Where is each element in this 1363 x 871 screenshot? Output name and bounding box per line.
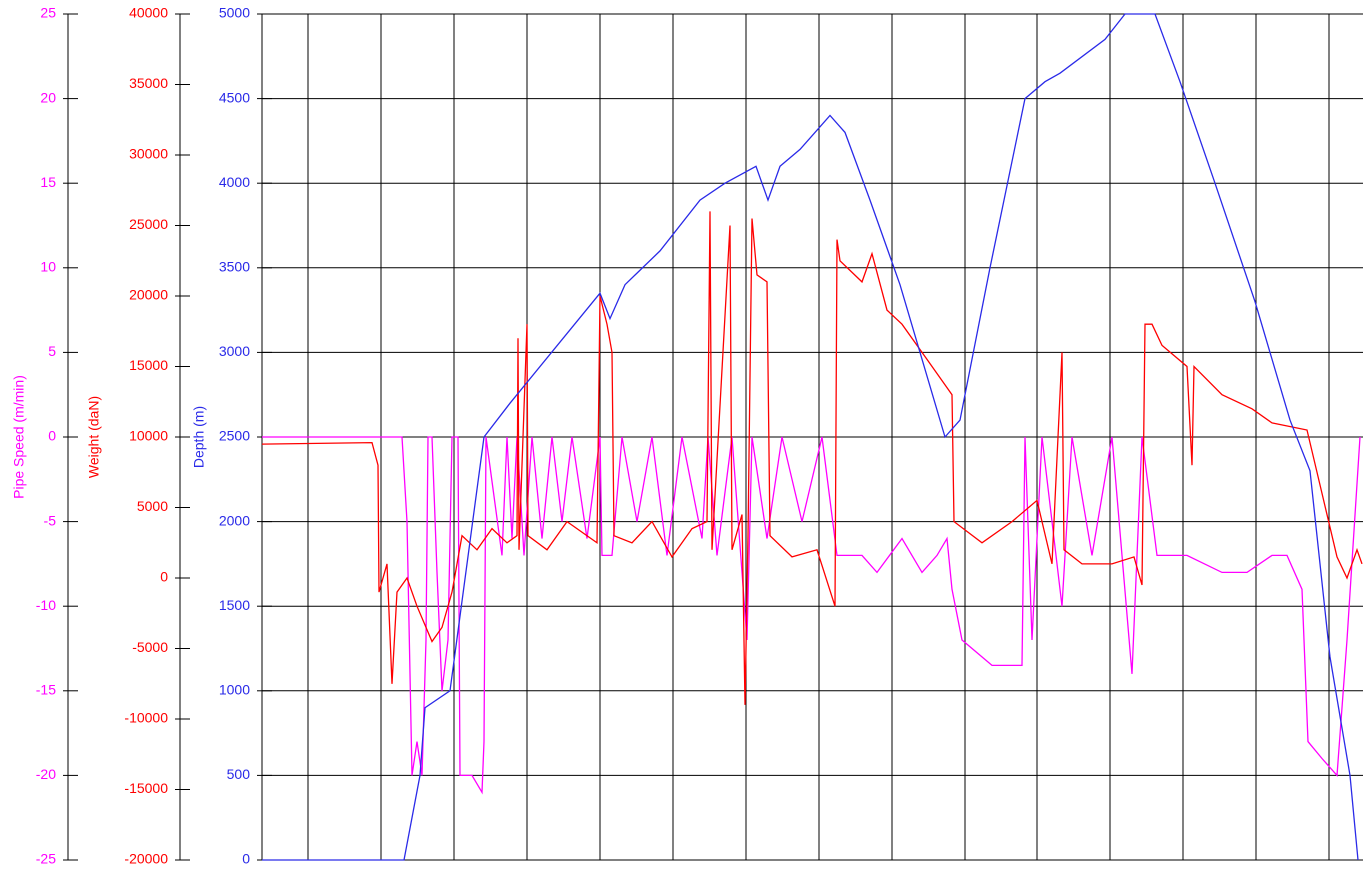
y-tick-label: 500 xyxy=(227,766,251,782)
y2-tick-label: 40000 xyxy=(129,5,168,21)
y2-tick-label: 15000 xyxy=(129,357,168,373)
series-line xyxy=(262,436,1361,795)
y-tick-label: 3000 xyxy=(219,343,250,359)
y2-tick-label: 20000 xyxy=(129,287,168,303)
y3-tick-label: 5 xyxy=(48,343,56,359)
y3-tick-label: 20 xyxy=(40,89,56,105)
y-axis-title: Depth (m) xyxy=(191,406,207,468)
y2-tick-label: -20000 xyxy=(124,851,168,867)
y2-tick-label: 30000 xyxy=(129,146,168,162)
y3-tick-label: 25 xyxy=(40,5,56,21)
y3-tick-label: 10 xyxy=(40,259,56,275)
y2-tick-label: 25000 xyxy=(129,216,168,232)
y2-tick-label: 0 xyxy=(160,569,168,585)
y3-tick-label: -10 xyxy=(36,597,56,613)
y3-axis-title: Pipe Speed (m/min) xyxy=(11,375,27,499)
series-line xyxy=(262,13,1359,861)
y-tick-label: 1500 xyxy=(219,597,250,613)
y2-tick-label: -10000 xyxy=(124,710,168,726)
y3-tick-label: 0 xyxy=(48,428,56,444)
y-tick-label: 5000 xyxy=(219,5,250,21)
y2-tick-label: -5000 xyxy=(132,639,168,655)
y2-tick-label: 35000 xyxy=(129,75,168,91)
y3-tick-label: 15 xyxy=(40,174,56,190)
y-tick-label: 0 xyxy=(242,851,250,867)
y-tick-label: 2000 xyxy=(219,512,250,528)
y2-tick-label: 10000 xyxy=(129,428,168,444)
y2-tick-label: -15000 xyxy=(124,780,168,796)
y2-axis-title: Weight (daN) xyxy=(86,396,102,478)
y3-tick-label: -5 xyxy=(44,512,57,528)
y-tick-label: 2500 xyxy=(219,428,250,444)
y-tick-label: 4500 xyxy=(219,89,250,105)
y3-tick-label: -20 xyxy=(36,766,56,782)
series-line xyxy=(261,211,1363,705)
y-tick-label: 1000 xyxy=(219,682,250,698)
y2-tick-label: 5000 xyxy=(137,498,168,514)
y-tick-label: 3500 xyxy=(219,259,250,275)
y3-tick-label: -15 xyxy=(36,682,56,698)
y3-tick-label: -25 xyxy=(36,851,56,867)
y-tick-label: 4000 xyxy=(219,174,250,190)
